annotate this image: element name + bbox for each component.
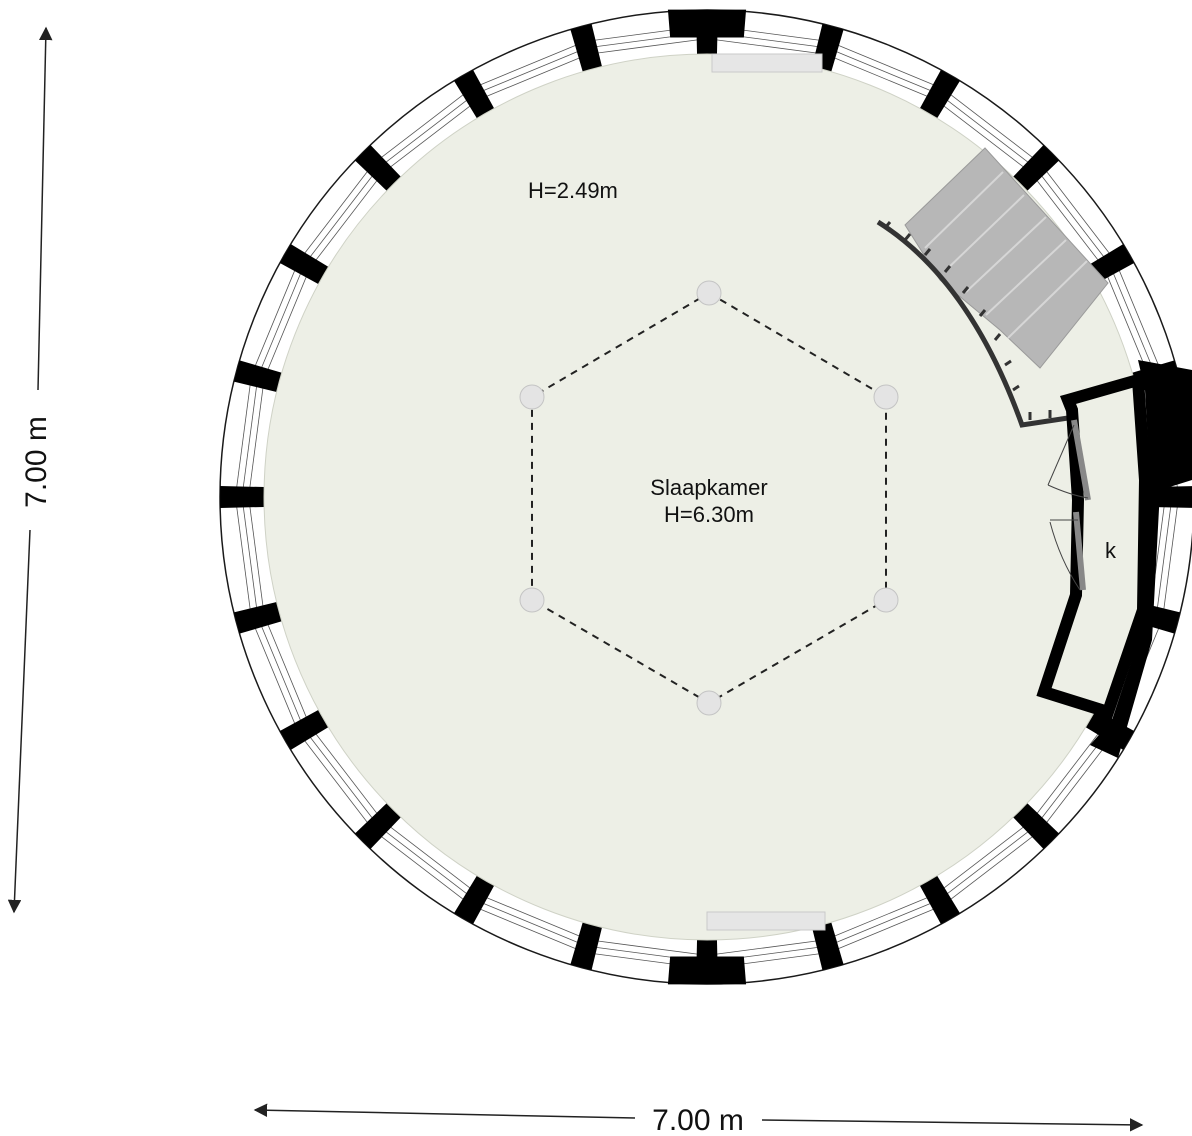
window-glass-line	[827, 899, 940, 947]
column	[696, 280, 722, 306]
window-glass-line	[935, 99, 1032, 174]
window-glass-line	[942, 88, 1041, 164]
window-sill-bottom	[706, 911, 826, 931]
window-glass-line	[241, 376, 259, 498]
window-glass-line	[939, 825, 1037, 901]
window-glass-line	[939, 93, 1037, 169]
window-glass-line	[309, 725, 384, 822]
window-glass-line	[257, 617, 305, 730]
window-glass-line	[377, 825, 475, 901]
window-glass-line	[309, 172, 384, 269]
window-glass-line	[1030, 725, 1105, 822]
width-dimension-label: 7.00 m	[652, 1104, 744, 1136]
column	[519, 587, 545, 613]
wall-pier	[1013, 803, 1060, 850]
window-glass-line	[303, 729, 379, 827]
window-glass-line	[248, 496, 265, 616]
window-glass-line	[825, 893, 937, 941]
window-glass-line	[373, 830, 472, 906]
wall-solid-section	[667, 9, 747, 38]
window-glass-line	[235, 374, 252, 498]
wall-pier	[279, 709, 329, 750]
window-glass-line	[471, 41, 586, 89]
window-glass-line	[251, 261, 299, 376]
window-glass-line	[263, 267, 311, 379]
wall-pier	[354, 803, 401, 850]
column	[696, 690, 722, 716]
wall-pier	[570, 23, 602, 72]
wall-pier	[233, 602, 282, 634]
wall-pier	[919, 69, 960, 119]
window-glass-line	[1162, 496, 1179, 620]
window-glass-line	[298, 163, 374, 262]
window-glass-line	[1103, 267, 1151, 379]
closet	[1036, 360, 1192, 758]
window-glass-line	[377, 93, 475, 169]
window-glass-line	[373, 88, 472, 164]
wall-pier	[454, 69, 495, 119]
window-glass-line	[706, 38, 826, 55]
wall-pier	[570, 922, 602, 971]
window-glass-line	[935, 820, 1032, 895]
window-glass-line	[474, 47, 587, 95]
window-glass-line	[235, 496, 252, 620]
window-glass-line	[825, 53, 937, 101]
window-glass-line	[1035, 167, 1111, 265]
window-glass-line	[382, 99, 479, 174]
window-glass-line	[382, 820, 479, 895]
wall-pier	[919, 875, 960, 925]
window-glass-line	[827, 47, 940, 95]
window-glass-line	[298, 732, 374, 831]
columns	[519, 280, 899, 716]
closet-label: k	[1105, 538, 1117, 563]
wall-pier	[812, 922, 844, 971]
window-glass-line	[1155, 496, 1173, 618]
column	[873, 384, 899, 410]
window-glass-line	[942, 830, 1041, 906]
column	[519, 384, 545, 410]
window-glass-line	[257, 264, 305, 377]
wall-pier	[233, 360, 282, 392]
window-glass-line	[828, 41, 943, 89]
window-glass-line	[588, 939, 708, 956]
wall-pier	[354, 144, 401, 191]
wall-solid-section	[667, 956, 747, 985]
staircase	[876, 147, 1109, 428]
width-dimension: 7.00 m	[253, 1103, 1144, 1136]
window-glass-line	[263, 615, 311, 727]
window-glass-line	[1109, 264, 1157, 377]
depth-dimension-label: 7.00 m	[20, 416, 53, 508]
ceiling-height-label: H=2.49m	[528, 178, 618, 203]
window-sill-top	[711, 53, 823, 73]
wall-pier	[279, 244, 329, 285]
column	[873, 587, 899, 613]
wall-pier	[220, 486, 265, 508]
window-glass-line	[1115, 261, 1163, 376]
window-glass-line	[706, 939, 826, 956]
window-glass-line	[828, 905, 943, 953]
window-glass-line	[477, 53, 589, 101]
window-glass-line	[1030, 172, 1105, 269]
wall-pier	[1149, 486, 1192, 508]
wall-pier	[454, 875, 495, 925]
room-height-label: H=6.30m	[664, 502, 754, 527]
window-glass-line	[474, 899, 587, 947]
window-glass-line	[471, 905, 586, 953]
depth-dimension: 7.00 m	[7, 26, 53, 914]
wall-pier	[1013, 144, 1060, 191]
window-glass-line	[241, 496, 259, 618]
window-glass-line	[251, 618, 299, 733]
window-glass-line	[303, 167, 379, 265]
window-glass-line	[248, 378, 265, 498]
window-glass-line	[588, 38, 708, 55]
window-glass-line	[1040, 163, 1116, 262]
window-glass-line	[477, 893, 589, 941]
room-name-label: Slaapkamer	[650, 475, 767, 500]
